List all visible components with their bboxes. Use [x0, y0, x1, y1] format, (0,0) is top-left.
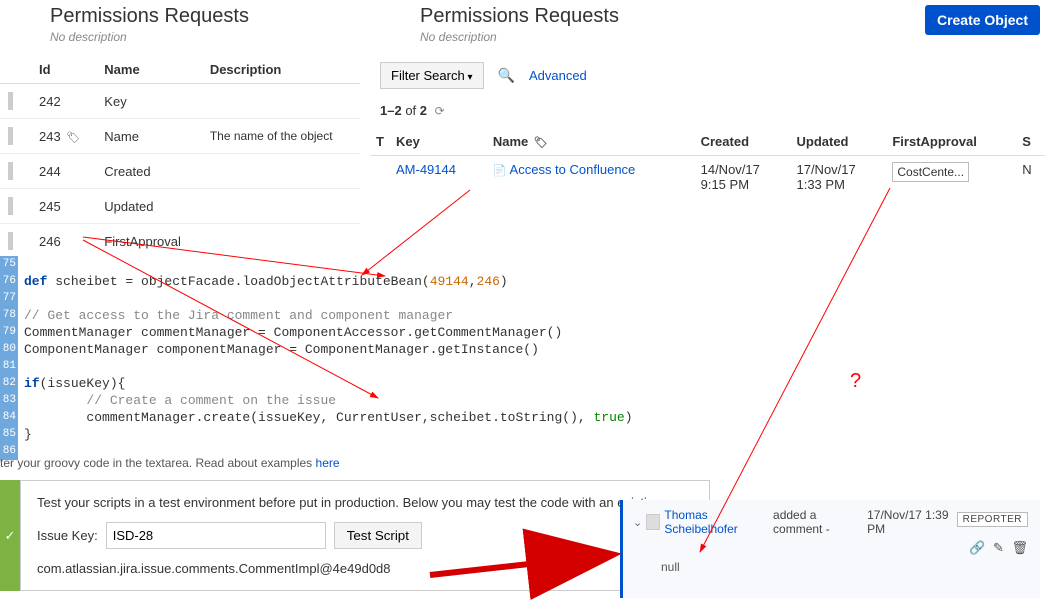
edit-icon[interactable]: ✎ — [993, 540, 1004, 555]
delete-icon[interactable]: 🗑 — [1011, 540, 1028, 555]
comment-author-link[interactable]: Thomas Scheibelhofer — [664, 508, 769, 536]
reporter-badge: REPORTER — [957, 512, 1028, 527]
comment-date: 17/Nov/17 1:39 PM — [867, 508, 957, 536]
col-t: T — [370, 128, 390, 156]
right-panel: Permissions Requests No description Crea… — [360, 0, 1045, 198]
col-s: S — [1016, 128, 1045, 156]
left-panel: Permissions Requests No description Id N… — [0, 0, 360, 259]
test-panel: ✓ Test your scripts in a test environmen… — [0, 480, 710, 591]
col-created: Created — [695, 128, 791, 156]
col-first: FirstApproval — [886, 128, 1016, 156]
reload-icon[interactable]: ⟳ — [435, 104, 445, 118]
col-desc: Description — [202, 56, 360, 84]
col-name: Name — [96, 56, 202, 84]
object-name-link[interactable]: Access to Confluence — [510, 162, 636, 177]
object-key-link[interactable]: AM-49144 — [396, 162, 456, 177]
first-approval-value[interactable]: CostCente... — [892, 162, 969, 182]
hint-text: ter your groovy code in the textarea. Re… — [0, 456, 340, 470]
examples-link[interactable]: here — [316, 456, 340, 470]
col-id: Id — [31, 56, 96, 84]
test-result: com.atlassian.jira.issue.comments.Commen… — [37, 561, 693, 576]
permalink-icon[interactable]: 🔗 — [969, 540, 985, 555]
filter-search-button[interactable]: Filter Search — [380, 62, 484, 89]
attributes-table: Id Name Description 242Key 243 NameThe n… — [0, 56, 360, 259]
comment-body: null — [661, 560, 1028, 574]
col-name: Name — [487, 128, 695, 156]
avatar — [646, 514, 660, 530]
col-key: Key — [390, 128, 487, 156]
no-description: No description — [50, 30, 360, 44]
table-row[interactable]: 242Key — [0, 84, 360, 119]
tag-icon — [64, 129, 80, 144]
objects-table: T Key Name Created Updated FirstApproval… — [370, 128, 1045, 198]
issue-key-input[interactable] — [106, 522, 326, 549]
page-title: Permissions Requests — [420, 5, 619, 28]
test-description: Test your scripts in a test environment … — [37, 495, 693, 510]
table-row[interactable]: 243 NameThe name of the object — [0, 119, 360, 154]
code-editor[interactable]: 75 76def scheibet = objectFacade.loadObj… — [0, 256, 710, 460]
search-icon[interactable]: 🔍 — [492, 67, 521, 84]
success-bar: ✓ — [0, 480, 20, 591]
tag-icon — [532, 134, 548, 149]
no-description: No description — [420, 30, 619, 44]
page-title: Permissions Requests — [50, 5, 360, 28]
document-icon — [493, 162, 510, 177]
test-script-button[interactable]: Test Script — [334, 522, 422, 549]
col-updated: Updated — [790, 128, 886, 156]
comment-actions: 🔗 ✎ 🗑 — [965, 540, 1028, 556]
create-object-button[interactable]: Create Object — [925, 5, 1040, 35]
question-mark-annotation: ? — [850, 370, 861, 393]
table-row[interactable]: 244Created — [0, 154, 360, 189]
chevron-down-icon[interactable]: ⌄ — [633, 516, 642, 529]
table-row[interactable]: 245Updated — [0, 189, 360, 224]
table-row[interactable]: AM-49144 Access to Confluence 14/Nov/179… — [370, 156, 1045, 199]
advanced-link[interactable]: Advanced — [529, 68, 587, 83]
comment-panel: REPORTER ⌄ Thomas Scheibelhofer added a … — [620, 500, 1040, 598]
issue-key-label: Issue Key: — [37, 528, 98, 543]
table-row[interactable]: 246FirstApproval — [0, 224, 360, 259]
result-count: 1–2 of 2 ⟳ — [370, 99, 1045, 128]
